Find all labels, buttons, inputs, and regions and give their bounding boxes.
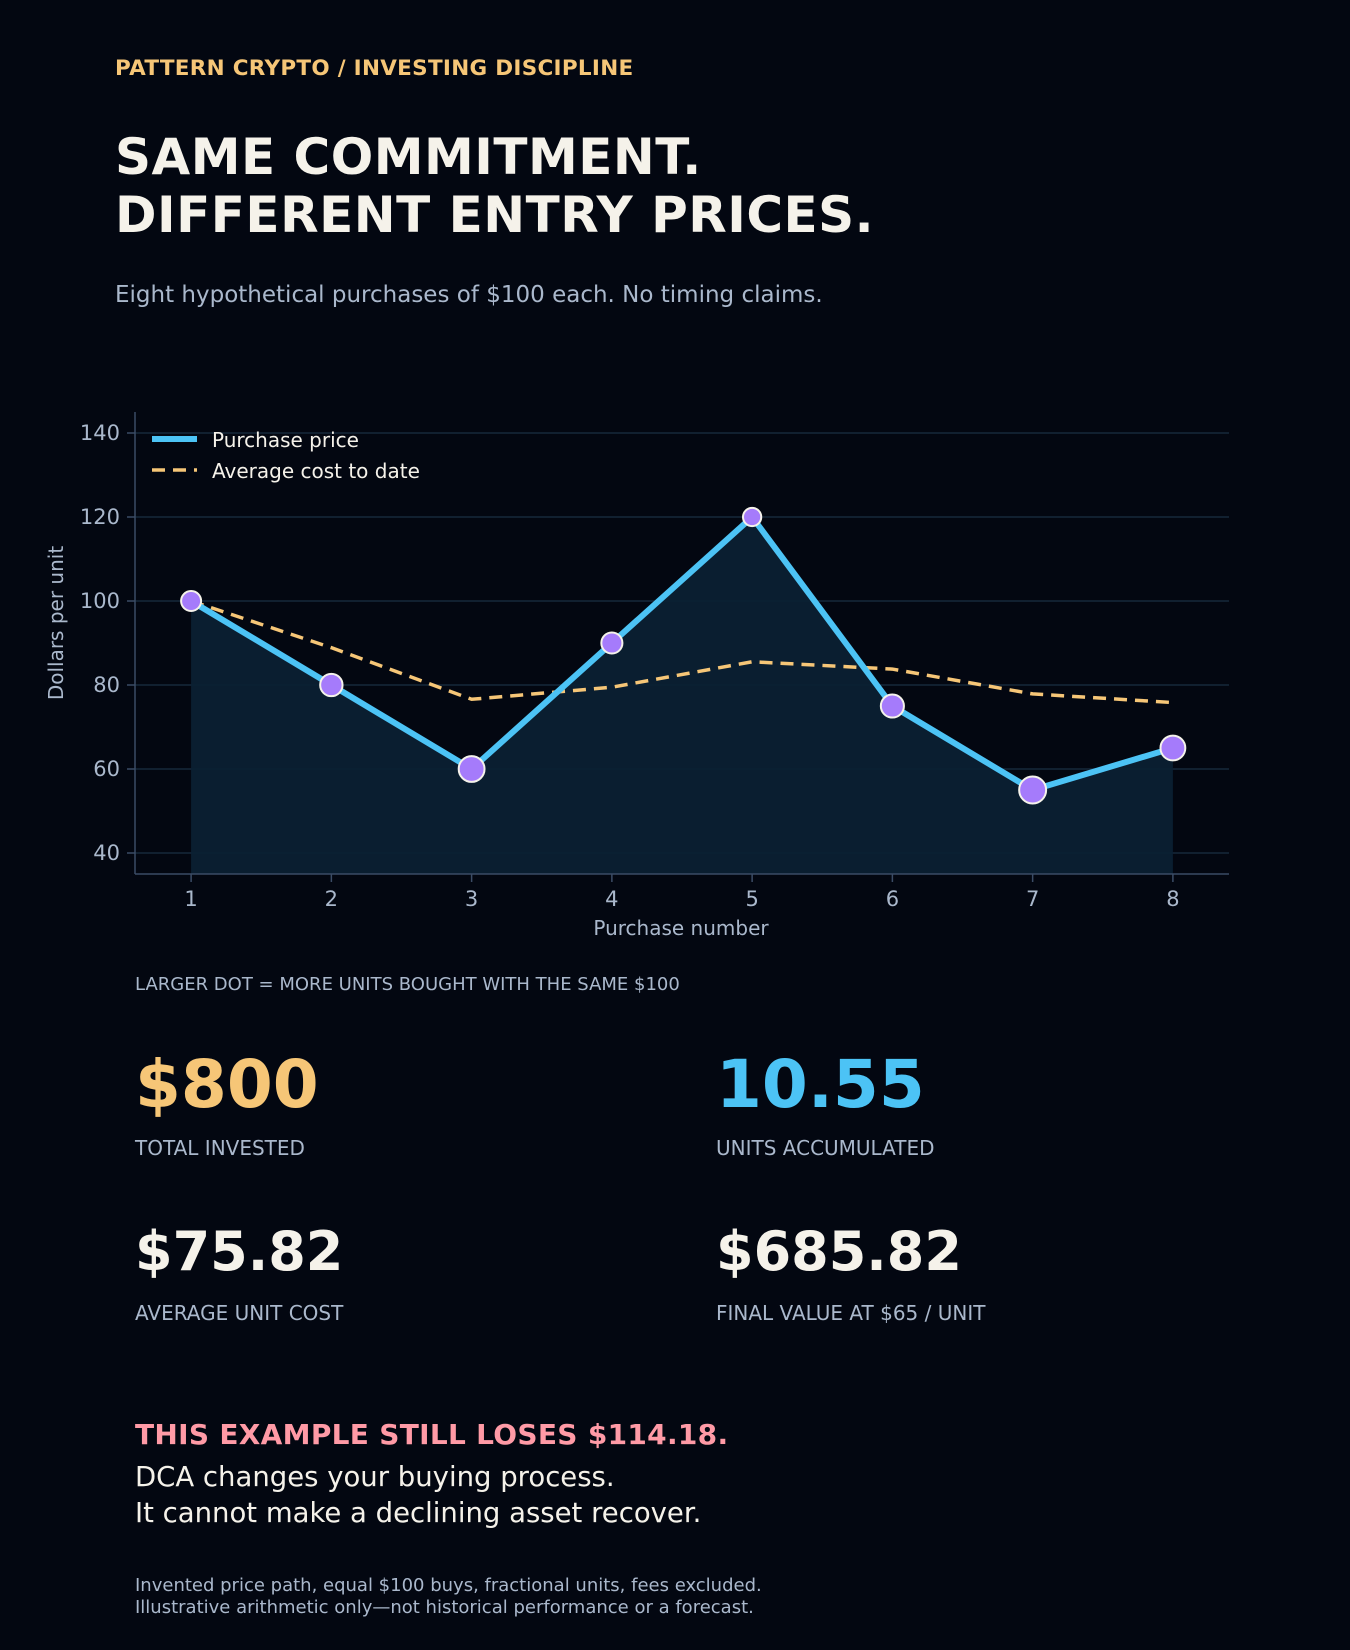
purchase-price-line (189, 514, 1174, 793)
average-cost-line (190, 599, 1174, 705)
x-tick-label-6: 6 (886, 887, 899, 911)
stat-final-value-label: FINAL VALUE AT $65 / UNIT (716, 1301, 986, 1325)
legend-label-purchase-price: Purchase price (212, 428, 359, 452)
page-title-line-2: DIFFERENT ENTRY PRICES. (115, 186, 875, 244)
purchase-point-2 (319, 672, 344, 698)
message-line-1: DCA changes your buying process. (135, 1461, 615, 1493)
x-axis-ticks: 1 2 3 4 5 6 7 8 (184, 874, 1180, 911)
x-tick-label-2: 2 (325, 887, 338, 911)
x-tick-label-1: 1 (184, 887, 197, 911)
price-area-fill (191, 517, 1173, 874)
purchase-point-3 (457, 755, 486, 783)
y-axis-ticks: 40 60 80 100 120 140 (80, 421, 135, 865)
y-tick-label-40: 40 (93, 841, 120, 865)
y-tick-label-60: 60 (93, 757, 120, 781)
page-title-line-1: SAME COMMITMENT. (115, 128, 702, 186)
legend-label-average-cost: Average cost to date (212, 459, 420, 483)
purchase-point-6 (879, 693, 905, 719)
chart-legend: Purchase price Average cost to date (152, 428, 420, 483)
x-tick-label-4: 4 (605, 887, 618, 911)
stat-total-invested-value: $800 (135, 1046, 319, 1123)
stat-units-label: UNITS ACCUMULATED (716, 1136, 935, 1160)
footnote-line-1: Invented price path, equal $100 buys, fr… (135, 1575, 762, 1596)
chart-note: LARGER DOT = MORE UNITS BOUGHT WITH THE … (135, 974, 680, 995)
x-tick-label-7: 7 (1026, 887, 1039, 911)
y-axis-label: Dollars per unit (44, 546, 68, 700)
y-tick-label-80: 80 (93, 673, 120, 697)
x-tick-label-3: 3 (465, 887, 478, 911)
stat-average-cost-label: AVERAGE UNIT COST (135, 1301, 344, 1325)
purchase-point-8 (1159, 734, 1187, 762)
loss-headline: THIS EXAMPLE STILL LOSES $114.18. (135, 1418, 729, 1451)
y-tick-label-120: 120 (80, 505, 120, 529)
stat-average-cost-value: $75.82 (135, 1220, 344, 1283)
x-tick-label-5: 5 (745, 887, 758, 911)
purchase-point-4 (600, 631, 624, 655)
message-line-2: It cannot make a declining asset recover… (135, 1497, 702, 1529)
purchase-markers (180, 506, 1187, 805)
y-tick-label-100: 100 (80, 589, 120, 613)
stat-total-invested-label: TOTAL INVESTED (135, 1136, 305, 1160)
price-chart: 40 60 80 100 120 140 1 2 3 4 5 6 7 8 Dollars per uni… (44, 412, 1229, 940)
purchase-point-1 (180, 590, 203, 612)
breadcrumb: PATTERN CRYPTO / INVESTING DISCIPLINE (115, 56, 634, 81)
y-tick-label-140: 140 (80, 421, 120, 445)
purchase-point-5 (741, 506, 763, 528)
x-axis-label: Purchase number (593, 916, 769, 940)
stat-units-value: 10.55 (716, 1046, 925, 1123)
footnote-line-2: Illustrative arithmetic only—not histori… (135, 1597, 754, 1618)
stat-final-value-value: $685.82 (716, 1220, 962, 1283)
x-tick-label-8: 8 (1166, 887, 1179, 911)
purchase-point-7 (1018, 775, 1048, 805)
page-subtitle: Eight hypothetical purchases of $100 eac… (115, 282, 823, 308)
